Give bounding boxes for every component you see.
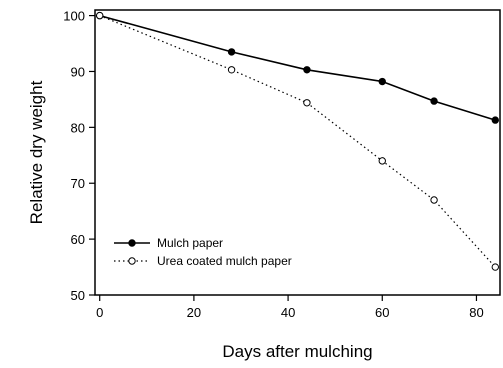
y-tick-label: 60 bbox=[71, 232, 85, 247]
data-point bbox=[491, 263, 499, 271]
data-point bbox=[491, 116, 499, 124]
data-point bbox=[96, 11, 104, 20]
series-line bbox=[99, 15, 496, 268]
data-point bbox=[303, 66, 311, 74]
y-axis-title: Relative dry weight bbox=[27, 80, 46, 224]
data-point bbox=[227, 66, 236, 74]
series-line bbox=[99, 14, 496, 121]
axes: 0 20 40 60 80 50 60 70 80 90 100 bbox=[63, 9, 501, 320]
x-tick-label: 20 bbox=[187, 305, 201, 320]
x-tick-label: 40 bbox=[281, 305, 295, 320]
x-axis-title: Days after mulching bbox=[222, 342, 372, 361]
series-layer bbox=[96, 11, 499, 271]
data-point bbox=[430, 97, 438, 105]
data-point bbox=[378, 77, 386, 86]
legend-marker bbox=[128, 257, 136, 265]
y-tick-label: 80 bbox=[71, 120, 85, 135]
y-tick-label: 90 bbox=[71, 64, 85, 79]
series-1 bbox=[96, 11, 499, 271]
y-tick-label: 100 bbox=[63, 9, 85, 24]
legend-item: Urea coated mulch paper bbox=[114, 254, 292, 268]
data-point bbox=[227, 48, 236, 56]
legend-label: Mulch paper bbox=[157, 236, 223, 250]
legend-label: Urea coated mulch paper bbox=[157, 254, 292, 268]
x-tick-label: 80 bbox=[469, 305, 483, 320]
x-tick-label: 60 bbox=[375, 305, 389, 320]
x-tick-label: 0 bbox=[96, 305, 103, 320]
legend: Mulch paper Urea coated mulch paper bbox=[114, 236, 292, 268]
data-point bbox=[303, 99, 311, 107]
legend-item: Mulch paper bbox=[114, 236, 223, 250]
series-0 bbox=[96, 11, 499, 124]
y-tick-label: 70 bbox=[71, 176, 85, 191]
data-point bbox=[378, 157, 386, 165]
y-tick-label: 50 bbox=[71, 288, 85, 303]
legend-marker bbox=[128, 239, 136, 247]
plot-frame bbox=[94, 9, 501, 296]
data-point bbox=[430, 196, 438, 204]
